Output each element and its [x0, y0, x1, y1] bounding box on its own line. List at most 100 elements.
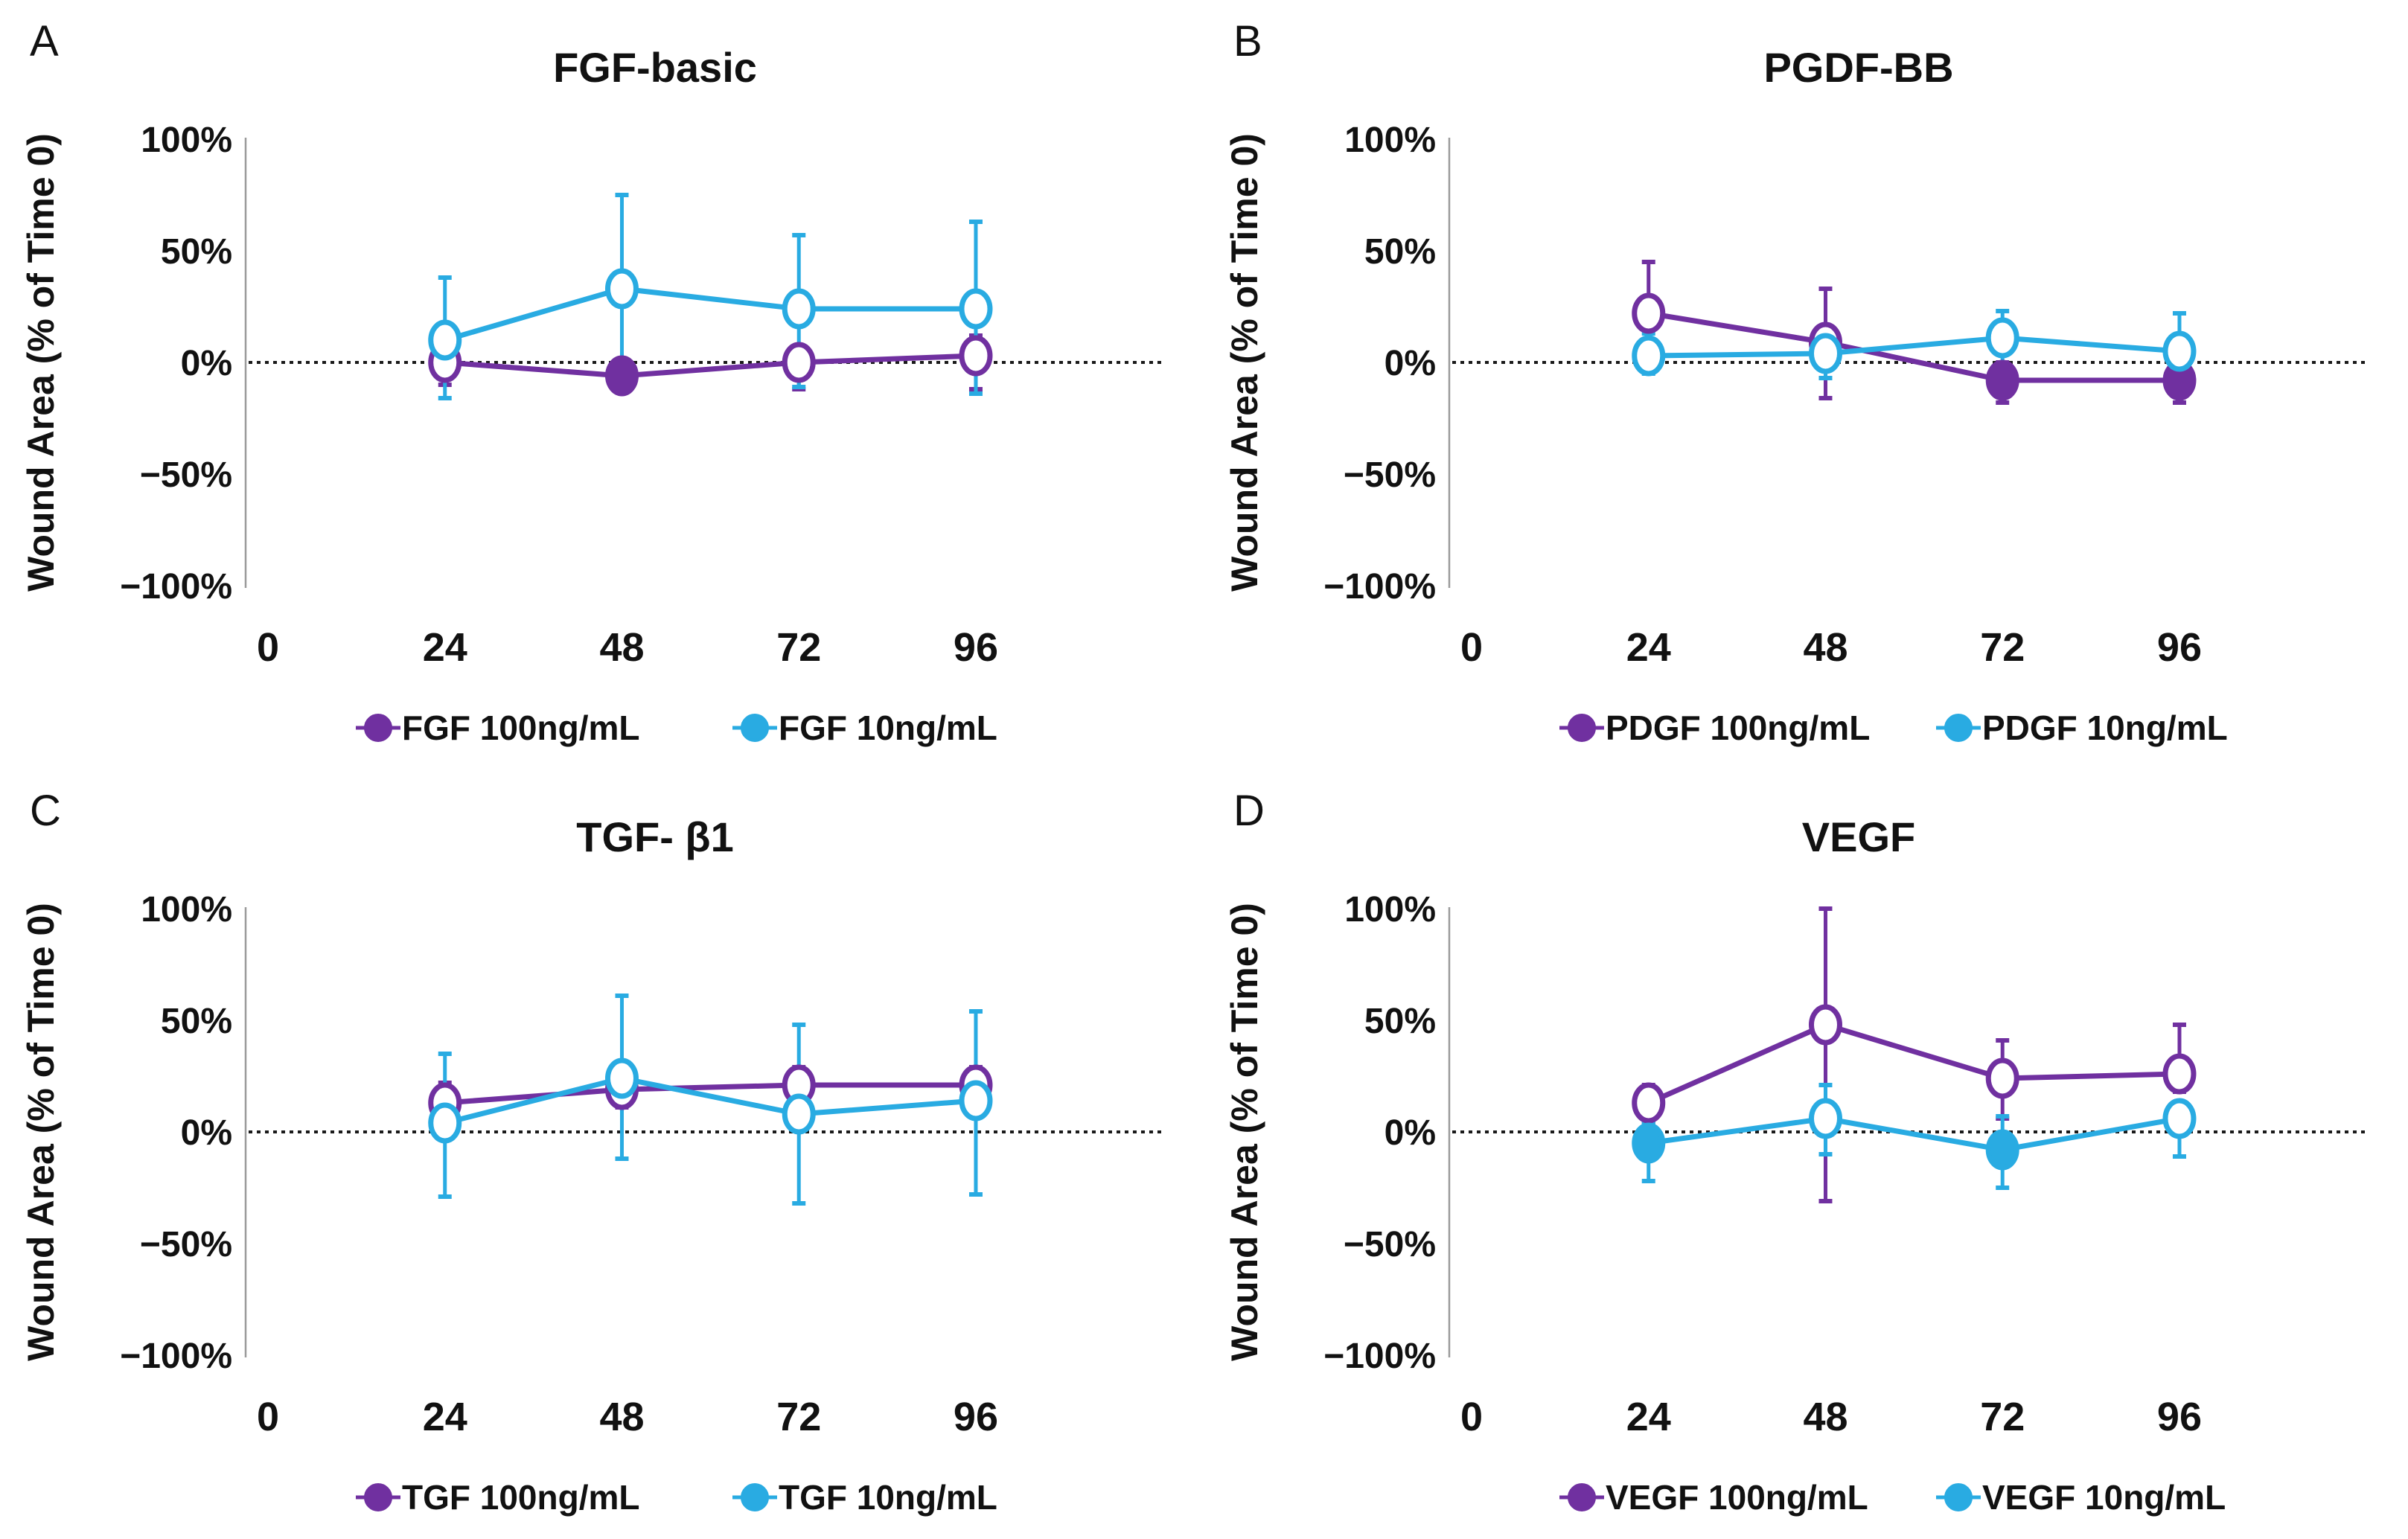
y-tick-label: 100% — [141, 121, 232, 160]
data-point — [2162, 1098, 2197, 1139]
y-tick-label: 0% — [181, 1113, 232, 1153]
legend-marker — [364, 1483, 392, 1511]
legend-marker — [741, 1483, 769, 1511]
legend-label: PDGF 100ng/mL — [1606, 708, 1870, 747]
y-tick-label: −100% — [120, 567, 232, 607]
data-point — [782, 342, 816, 383]
x-tick-label: 96 — [954, 625, 998, 670]
legend-marker — [364, 714, 392, 742]
panel-c-letter: C — [30, 787, 61, 835]
error-bars-layer — [1641, 906, 2186, 1203]
panel-c-title: TGF- β1 — [576, 813, 734, 860]
y-tick-label: 50% — [1364, 1002, 1436, 1041]
series-line — [444, 353, 977, 379]
series-line — [444, 1082, 976, 1106]
legend-marker — [741, 714, 769, 742]
data-point — [1632, 1122, 1666, 1164]
data-point — [604, 1058, 639, 1099]
x-tick-label: 96 — [2157, 625, 2202, 670]
series-markers — [1632, 317, 2197, 377]
legend-label: VEGF 100ng/mL — [1606, 1478, 1868, 1517]
data-point — [782, 288, 816, 330]
data-point — [959, 1080, 993, 1122]
panel-a-chart: 100% 50% 0% −50% −100% Wound Area (% of Time … — [20, 121, 1161, 747]
panel-c-chart: 100% 50% 0% −50% −100% Wound Area (% of Time … — [20, 890, 1161, 1517]
y-tick-label: 0% — [1385, 344, 1436, 383]
legend-marker — [1568, 714, 1596, 742]
y-tick-label: 50% — [1364, 232, 1436, 272]
x-tick-label: 72 — [1980, 625, 2025, 670]
legend: FGF 100ng/mL FGF 10ng/mL — [356, 708, 997, 747]
x-tick-label: 96 — [2157, 1395, 2202, 1439]
panel-a: A FGF-basic 100% 50% 0% −50% −100% Wound Area… — [0, 0, 1204, 770]
legend-label: FGF 100ng/mL — [402, 708, 639, 747]
x-tick-label: 48 — [599, 1395, 644, 1439]
panel-c: C TGF- β1 100% 50% 0% −50% −100% Wound Area (… — [0, 770, 1204, 1539]
data-point — [604, 268, 639, 310]
data-point — [428, 319, 462, 361]
legend-label: PDGF 10ng/mL — [1982, 708, 2228, 747]
data-point — [1985, 317, 2019, 359]
y-tick-label: −100% — [1323, 567, 1436, 607]
y-tick-label: −50% — [1344, 1225, 1436, 1264]
data-point — [1808, 1004, 1842, 1046]
x-tick-label: 72 — [1980, 1395, 2025, 1439]
y-tick-label: 0% — [1385, 1113, 1436, 1153]
series-markers — [1632, 1004, 2197, 1124]
x-tick-label: 72 — [776, 625, 821, 670]
x-tick-label: 48 — [1803, 625, 1847, 670]
y-tick-label: −50% — [140, 455, 232, 495]
y-axis-title: Wound Area (% of Time 0) — [1224, 903, 1265, 1361]
legend-marker — [1944, 714, 1973, 742]
x-tick-label: 72 — [776, 1395, 821, 1439]
data-point — [2162, 1053, 2197, 1095]
panel-b-title: PGDF-BB — [1763, 44, 1954, 91]
x-tick-label: 24 — [1626, 625, 1671, 670]
y-tick-label: 100% — [141, 890, 232, 930]
data-point — [1985, 1129, 2019, 1171]
series-line — [444, 286, 976, 343]
y-tick-label: −100% — [120, 1337, 232, 1376]
legend-label: TGF 10ng/mL — [779, 1478, 997, 1517]
panel-d: D VEGF 100% 50% 0% −50% −100% Wound Area (% o… — [1204, 770, 2408, 1539]
data-point — [428, 1102, 462, 1144]
series-line — [1648, 310, 2179, 383]
panel-a-letter: A — [30, 17, 59, 65]
panel-d-title: VEGF — [1801, 813, 1916, 860]
data-point — [1985, 1058, 2019, 1099]
series-markers — [1632, 1098, 2197, 1171]
x-tick-label: 48 — [1803, 1395, 1847, 1439]
x-tick-label: 96 — [954, 1395, 998, 1439]
legend: PDGF 100ng/mL PDGF 10ng/mL — [1559, 708, 2228, 747]
data-point — [959, 335, 993, 377]
y-axis-title: Wound Area (% of Time 0) — [20, 133, 62, 592]
error-bars-layer — [1641, 309, 2186, 389]
data-point — [1808, 1098, 1842, 1139]
data-point — [2162, 330, 2197, 372]
x-tick-label: 48 — [599, 625, 644, 670]
panel-b-letter: B — [1233, 17, 1262, 65]
y-tick-label: 100% — [1344, 890, 1436, 930]
legend-label: VEGF 10ng/mL — [1982, 1478, 2226, 1517]
data-point — [1808, 333, 1842, 374]
y-tick-label: −50% — [140, 1225, 232, 1264]
series-line — [1648, 1116, 2180, 1153]
x-tick-label: 0 — [1460, 625, 1483, 670]
x-tick-label: 0 — [1460, 1395, 1483, 1439]
y-tick-label: 0% — [181, 344, 232, 383]
panel-b: B PGDF-BB 100% 50% 0% −50% −100% Wound Area (… — [1204, 0, 2408, 770]
y-tick-label: −50% — [1344, 455, 1436, 495]
x-tick-label: 24 — [423, 1395, 467, 1439]
data-point — [1985, 359, 2019, 401]
series-markers — [428, 268, 993, 361]
legend-marker — [1944, 1483, 1973, 1511]
series-line — [1648, 335, 2180, 359]
panel-b-chart: 100% 50% 0% −50% −100% Wound Area (% of Time … — [1224, 121, 2365, 747]
y-axis-title: Wound Area (% of Time 0) — [20, 903, 62, 1361]
panel-d-chart: 100% 50% 0% −50% −100% Wound Area (% of Time … — [1224, 890, 2365, 1517]
series-line — [1647, 1022, 2180, 1106]
y-axis-title: Wound Area (% of Time 0) — [1224, 133, 1265, 592]
data-point — [1632, 335, 1666, 377]
y-tick-label: 50% — [161, 232, 232, 272]
